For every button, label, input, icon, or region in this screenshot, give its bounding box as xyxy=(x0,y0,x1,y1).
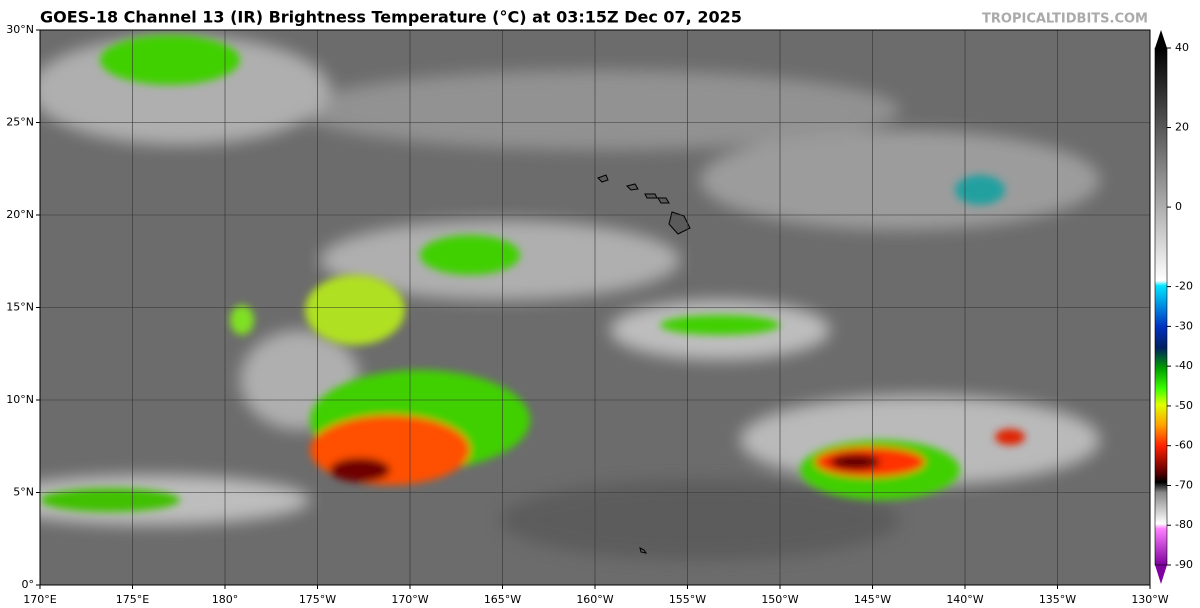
colorbar-tick-label: -30 xyxy=(1175,319,1193,332)
colorbar-tick-label: 20 xyxy=(1175,121,1189,134)
x-tick-label: 165°W xyxy=(484,593,521,606)
watermark: TROPICALTIDBITS.COM xyxy=(982,12,1148,27)
colorbar xyxy=(1154,30,1168,584)
colorbar-tick-label: -40 xyxy=(1175,359,1193,372)
x-tick-label: 170°E xyxy=(23,593,56,606)
colorbar-tick-label: 0 xyxy=(1175,200,1182,213)
x-tick-label: 175°E xyxy=(116,593,149,606)
y-tick-label: 10°N xyxy=(6,393,34,406)
colorbar-tick-label: -20 xyxy=(1175,280,1193,293)
x-tick-label: 150°W xyxy=(761,593,798,606)
y-tick-label: 25°N xyxy=(6,116,34,129)
x-tick-label: 170°W xyxy=(391,593,428,606)
y-tick-label: 5°N xyxy=(13,486,34,499)
colorbar-tick-label: -80 xyxy=(1175,518,1193,531)
x-tick-label: 135°W xyxy=(1039,593,1076,606)
x-tick-label: 140°W xyxy=(946,593,983,606)
y-tick-label: 30°N xyxy=(6,23,34,36)
x-tick-label: 145°W xyxy=(854,593,891,606)
colorbar-tick-label: -50 xyxy=(1175,399,1193,412)
x-tick-label: 175°W xyxy=(299,593,336,606)
x-tick-label: 130°W xyxy=(1131,593,1168,606)
y-tick-label: 20°N xyxy=(6,208,34,221)
x-tick-label: 155°W xyxy=(669,593,706,606)
title: GOES-18 Channel 13 (IR) Brightness Tempe… xyxy=(40,8,742,27)
y-tick-label: 0° xyxy=(22,578,35,591)
colorbar-tick-label: -90 xyxy=(1175,558,1193,571)
colorbar-tick-label: -70 xyxy=(1175,478,1193,491)
islands xyxy=(597,174,691,554)
x-tick-label: 160°W xyxy=(576,593,613,606)
y-tick-label: 15°N xyxy=(6,301,34,314)
colorbar-tick-label: 40 xyxy=(1175,41,1189,54)
colorbar-tick-label: -60 xyxy=(1175,439,1193,452)
x-tick-label: 180° xyxy=(212,593,239,606)
